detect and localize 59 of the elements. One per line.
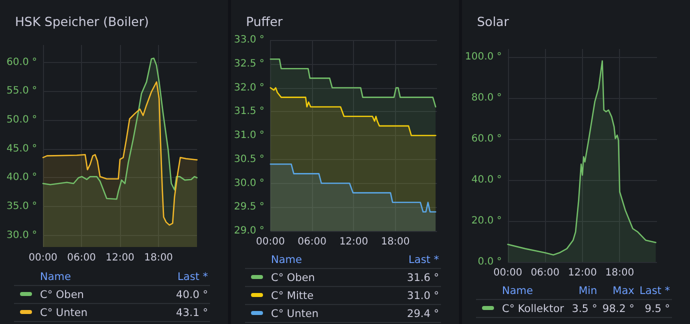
x-tick-label: 06:00 bbox=[298, 236, 326, 248]
text: Name bbox=[476, 282, 569, 300]
legend-label: C° Unten bbox=[14, 304, 147, 322]
text: 31.6 ° bbox=[378, 268, 441, 286]
y-tick-label: 35.0 ° bbox=[6, 201, 37, 212]
y-tick-label: 0.0 ° bbox=[478, 256, 502, 268]
x-tick-label: 06:00 bbox=[67, 252, 96, 264]
text: Name bbox=[245, 251, 378, 268]
text: Min bbox=[568, 282, 600, 300]
y-tick-label: 31.0 ° bbox=[234, 130, 264, 141]
y-tick-label: 30.0 ° bbox=[6, 230, 37, 241]
text: 43.1 ° bbox=[146, 304, 210, 322]
y-tick-label: 50.0 ° bbox=[6, 114, 37, 126]
x-tick-label: 12:00 bbox=[106, 252, 134, 264]
y-tick-label: 29.0 ° bbox=[234, 226, 264, 236]
x-tick-label: 00:00 bbox=[256, 236, 285, 248]
y-tick-label: 80.0 ° bbox=[471, 92, 502, 104]
text: 3.5 ° bbox=[568, 300, 600, 318]
x-tick-label: 00:00 bbox=[28, 252, 58, 264]
text: Max bbox=[599, 282, 636, 300]
chart-title: Solar bbox=[477, 14, 510, 29]
x-tick-label: 00:00 bbox=[493, 268, 522, 278]
y-tick-label: 40.0 ° bbox=[6, 172, 37, 184]
chart-title: HSK Speicher (Boiler) bbox=[15, 14, 149, 29]
legend-label: C° Kollektor bbox=[476, 300, 569, 318]
x-tick-label: 18:00 bbox=[144, 252, 173, 264]
y-tick-label: 33.0 ° bbox=[234, 34, 264, 46]
y-tick-label: 60.0 ° bbox=[6, 56, 37, 68]
legend-label: C° Oben bbox=[14, 286, 147, 304]
y-tick-label: 40.0 ° bbox=[471, 174, 502, 186]
y-tick-label: 45.0 ° bbox=[6, 143, 37, 154]
x-tick-label: 18:00 bbox=[380, 236, 410, 248]
x-tick-label: 18:00 bbox=[605, 268, 634, 278]
text: 29.4 ° bbox=[378, 304, 441, 322]
x-tick-label: 12:00 bbox=[339, 236, 368, 248]
text: Last * bbox=[146, 268, 210, 286]
y-tick-label: 60.0 ° bbox=[471, 134, 502, 145]
y-tick-label: 100.0 ° bbox=[464, 52, 502, 63]
legend-label: C° Mitte bbox=[245, 286, 378, 304]
text: Name bbox=[14, 268, 147, 286]
legend-label: C° Oben bbox=[245, 268, 378, 286]
y-tick-label: 31.5 ° bbox=[234, 106, 264, 118]
y-tick-label: 32.0 ° bbox=[234, 82, 264, 94]
text: 98.2 ° bbox=[599, 300, 636, 318]
y-tick-label: 32.5 ° bbox=[234, 58, 264, 70]
text: 9.5 ° bbox=[636, 300, 672, 318]
text: Last * bbox=[636, 282, 672, 300]
text: 31.0 ° bbox=[378, 286, 441, 304]
chart-title: Puffer bbox=[246, 14, 284, 29]
y-tick-label: 29.5 ° bbox=[234, 202, 264, 213]
y-tick-label: 20.0 ° bbox=[471, 216, 502, 227]
legend-label: C° Unten bbox=[245, 304, 378, 322]
y-tick-label: 30.5 ° bbox=[234, 154, 264, 165]
x-tick-label: 12:00 bbox=[568, 268, 597, 278]
y-tick-label: 30.0 ° bbox=[234, 178, 264, 189]
text: Last * bbox=[378, 251, 441, 268]
x-tick-label: 06:00 bbox=[530, 268, 560, 278]
text: 40.0 ° bbox=[146, 286, 210, 304]
y-tick-label: 55.0 ° bbox=[6, 86, 37, 97]
